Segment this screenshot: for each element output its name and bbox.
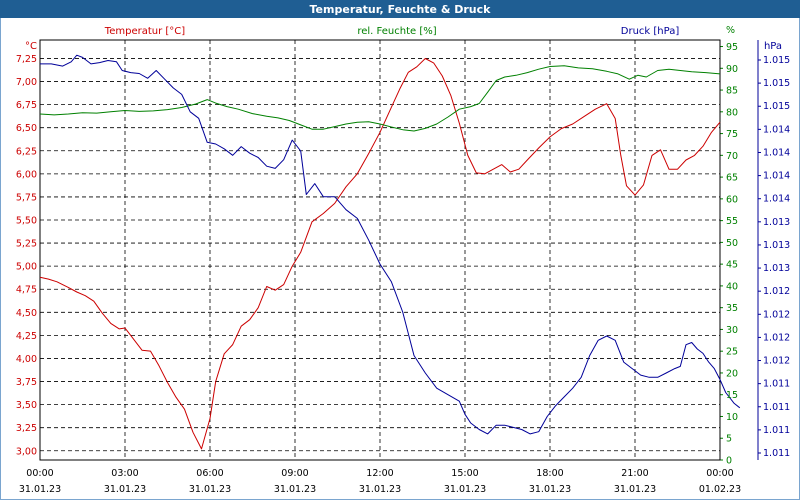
right2-tick-label: 1.012	[763, 332, 790, 343]
right2-tick-label: 1.011	[763, 448, 790, 459]
left-tick-label: 7,00	[16, 77, 37, 88]
left-tick-label: 3,75	[16, 377, 37, 388]
right2-tick-label: 1.013	[763, 217, 790, 228]
right1-tick-label: 45	[726, 260, 738, 271]
x-tick-time: 21:00	[621, 468, 648, 479]
chart-title: Temperatur, Feuchte & Druck	[310, 3, 492, 16]
pressure-line	[40, 54, 741, 435]
left-tick-label: 4,75	[16, 285, 37, 296]
right2-tick-label: 1.015	[763, 101, 790, 112]
x-tick-date: 31.01.23	[359, 484, 401, 495]
left-tick-label: 7,25	[16, 54, 37, 65]
x-tick-time: 09:00	[281, 468, 308, 479]
right1-tick-label: 80	[726, 107, 738, 118]
left-tick-label: 5,25	[16, 239, 37, 250]
x-tick-date: 31.01.23	[529, 484, 571, 495]
title-bar	[0, 0, 800, 18]
x-tick-time: 12:00	[366, 468, 393, 479]
left-tick-label: 5,75	[16, 192, 37, 203]
right2-tick-label: 1.014	[763, 171, 790, 182]
right1-tick-label: 0	[726, 456, 732, 467]
x-tick-time: 18:00	[536, 468, 563, 479]
right2-tick-label: 1.015	[763, 78, 790, 89]
left-tick-label: 6,50	[16, 123, 37, 134]
right2-tick-label: 1.014	[763, 147, 790, 158]
series	[39, 54, 741, 450]
grid	[40, 40, 720, 460]
left-tick-label: 3,00	[16, 446, 37, 457]
x-tick-date: 31.01.23	[614, 484, 656, 495]
right1-tick-label: 65	[726, 173, 738, 184]
right1-tick-label: 35	[726, 303, 738, 314]
right1-tick-label: 30	[726, 325, 738, 336]
left-tick-label: 5,00	[16, 262, 37, 273]
x-tick-date: 31.01.23	[104, 484, 146, 495]
x-tick-time: 00:00	[706, 468, 733, 479]
x-tick-date: 31.01.23	[189, 484, 231, 495]
right2-tick-label: 1.013	[763, 263, 790, 274]
x-tick-date: 31.01.23	[444, 484, 486, 495]
right2-tick-label: 1.014	[763, 124, 790, 135]
x-tick-date: 31.01.23	[274, 484, 316, 495]
tick-labels: 3,00 3,25 3,50 3,75 4,00 4,25 4,50 4,75 5,00 5,25…	[16, 25, 790, 495]
legend-temperature: Temperatur [°C]	[104, 26, 185, 37]
left-tick-label: 4,00	[16, 354, 37, 365]
right1-tick-label: 55	[726, 216, 738, 227]
x-tick-date: 01.02.23	[699, 484, 741, 495]
right1-tick-label: 25	[726, 347, 738, 358]
right1-tick-label: 85	[726, 86, 738, 97]
left-axis-unit: °C	[25, 41, 37, 52]
axes	[39, 39, 761, 461]
left-tick-label: 6,00	[16, 169, 37, 180]
right2-tick-label: 1.011	[763, 402, 790, 413]
x-tick-date: 31.01.23	[19, 484, 61, 495]
x-tick-time: 15:00	[451, 468, 478, 479]
right1-tick-label: 75	[726, 129, 738, 140]
left-tick-label: 3,50	[16, 400, 37, 411]
x-tick-time: 06:00	[196, 468, 223, 479]
humidity-line	[39, 65, 721, 132]
legend-humidity: rel. Feuchte [%]	[357, 26, 436, 37]
right1-tick-label: 90	[726, 64, 738, 75]
x-tick-time: 00:00	[26, 468, 53, 479]
left-tick-label: 4,50	[16, 308, 37, 319]
right1-tick-label: 10	[726, 412, 738, 423]
right2-tick-label: 1.014	[763, 194, 790, 205]
right2-tick-label: 1.012	[763, 356, 790, 367]
right2-tick-label: 1.011	[763, 425, 790, 436]
plot-frame	[39, 39, 721, 461]
right1-tick-label: 70	[726, 151, 738, 162]
x-tick-time: 03:00	[111, 468, 138, 479]
right2-tick-label: 1.015	[763, 55, 790, 66]
legend-pressure: Druck [hPa]	[621, 26, 680, 37]
right1-tick-label: 60	[726, 194, 738, 205]
right1-tick-label: 40	[726, 281, 738, 292]
left-tick-label: 3,25	[16, 423, 37, 434]
left-tick-label: 4,25	[16, 331, 37, 342]
right2-tick-label: 1.011	[763, 379, 790, 390]
right2-tick-label: 1.012	[763, 309, 790, 320]
right1-tick-label: 15	[726, 390, 738, 401]
left-tick-label: 6,25	[16, 146, 37, 157]
right1-tick-label: 20	[726, 368, 738, 379]
right2-axis-unit: hPa	[764, 41, 782, 52]
right1-tick-label: 5	[726, 434, 732, 445]
right1-tick-label: 95	[726, 42, 738, 53]
right2-tick-label: 1.012	[763, 286, 790, 297]
left-tick-label: 5,50	[16, 216, 37, 227]
right2-tick-label: 1.013	[763, 240, 790, 251]
left-tick-label: 6,75	[16, 100, 37, 111]
right1-tick-label: 50	[726, 238, 738, 249]
temperature-line	[39, 58, 721, 450]
right1-unit-label: %	[726, 25, 735, 36]
